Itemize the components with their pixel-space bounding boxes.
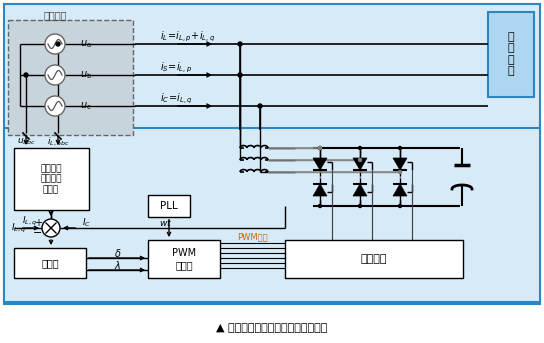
- Text: $i_C\!=\!i_{L,q}$: $i_C\!=\!i_{L,q}$: [160, 92, 193, 106]
- Circle shape: [318, 204, 322, 208]
- Text: $I_{L,q}$: $I_{L,q}$: [22, 214, 37, 227]
- Bar: [14, 248, 86, 278]
- Circle shape: [238, 42, 242, 46]
- Text: $u_{\rm c}$: $u_{\rm c}$: [80, 100, 91, 112]
- Circle shape: [56, 42, 60, 46]
- Text: PWM
发生器: PWM 发生器: [172, 248, 196, 270]
- Bar: [488, 12, 534, 97]
- Circle shape: [45, 34, 65, 54]
- Text: +: +: [34, 218, 42, 228]
- Bar: [14, 148, 89, 210]
- Polygon shape: [353, 184, 367, 196]
- Circle shape: [45, 65, 65, 85]
- Circle shape: [258, 104, 262, 108]
- Bar: [8, 20, 133, 135]
- Text: $i_{L,abc}$: $i_{L,abc}$: [47, 136, 69, 148]
- Text: ▲ 加强型静止无功发生器工作原理图: ▲ 加强型静止无功发生器工作原理图: [217, 323, 327, 333]
- Circle shape: [358, 204, 362, 208]
- Text: $wt$: $wt$: [159, 216, 172, 227]
- Polygon shape: [393, 158, 407, 170]
- Text: −: −: [33, 228, 42, 238]
- Bar: [148, 240, 220, 278]
- Circle shape: [399, 170, 401, 174]
- Text: $u_{abc}$: $u_{abc}$: [16, 137, 35, 147]
- Text: $I_C$: $I_C$: [82, 217, 91, 229]
- Text: $i_S\!=\!i_{L,p}$: $i_S\!=\!i_{L,p}$: [160, 61, 192, 75]
- Circle shape: [318, 146, 322, 150]
- Text: $\delta$: $\delta$: [114, 247, 122, 259]
- Polygon shape: [393, 184, 407, 196]
- Polygon shape: [353, 158, 367, 170]
- Text: $u_{\rm a}$: $u_{\rm a}$: [80, 38, 92, 50]
- Bar: [4, 128, 540, 302]
- Bar: [148, 195, 190, 217]
- Text: PLL: PLL: [160, 201, 178, 211]
- Text: 调节器: 调节器: [41, 258, 59, 268]
- Circle shape: [399, 146, 401, 150]
- Circle shape: [318, 146, 322, 150]
- Polygon shape: [313, 158, 327, 170]
- Circle shape: [238, 73, 242, 77]
- Circle shape: [358, 158, 362, 162]
- Text: $\lambda$: $\lambda$: [114, 259, 122, 271]
- Text: $i_L\!=\!i_{L,p}\!+\!i_{L,q}$: $i_L\!=\!i_{L,p}\!+\!i_{L,q}$: [160, 30, 215, 44]
- Circle shape: [45, 96, 65, 116]
- Text: 系统进线: 系统进线: [44, 10, 67, 20]
- Polygon shape: [313, 184, 327, 196]
- Bar: [4, 4, 540, 304]
- Circle shape: [358, 146, 362, 150]
- Circle shape: [399, 204, 401, 208]
- Text: $u_{\rm b}$: $u_{\rm b}$: [80, 69, 92, 81]
- Text: PWM信号: PWM信号: [237, 233, 267, 241]
- Text: $I_{L,q}$: $I_{L,q}$: [11, 222, 26, 235]
- Text: 用
户
负
载: 用 户 负 载: [508, 32, 514, 76]
- Text: 驱动电路: 驱动电路: [361, 254, 387, 264]
- Text: 负荷无功
及谐波电
流计算: 负荷无功 及谐波电 流计算: [40, 164, 62, 194]
- Circle shape: [42, 219, 60, 237]
- Circle shape: [24, 73, 28, 77]
- Bar: [285, 240, 463, 278]
